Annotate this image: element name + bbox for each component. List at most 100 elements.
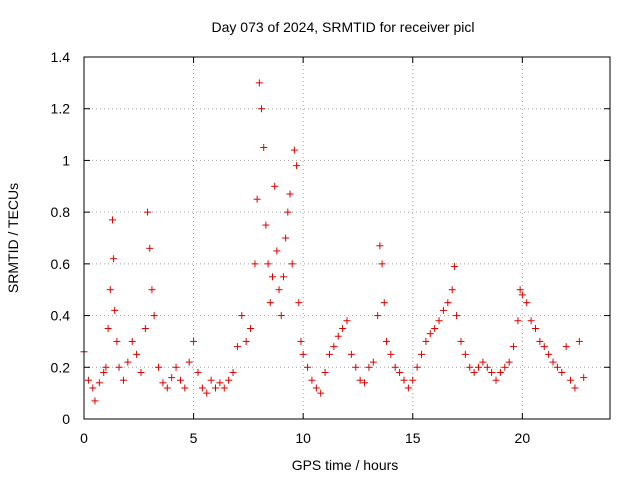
data-point (295, 299, 303, 307)
data-point (334, 332, 342, 340)
data-point (207, 376, 215, 384)
data-point (115, 363, 123, 371)
data-point (253, 195, 261, 203)
data-point (279, 273, 287, 281)
data-point (282, 234, 290, 242)
data-point (229, 368, 237, 376)
data-point (220, 384, 228, 392)
y-tick-label: 0.6 (51, 256, 71, 272)
data-point (95, 379, 103, 387)
data-point (343, 317, 351, 325)
data-point (549, 358, 557, 366)
data-point (172, 363, 180, 371)
data-point (553, 363, 561, 371)
data-point (290, 146, 298, 154)
data-point (84, 376, 92, 384)
data-point (181, 384, 189, 392)
data-point (299, 350, 307, 358)
data-point (523, 299, 531, 307)
data-point (536, 337, 544, 345)
data-point (453, 312, 461, 320)
data-point (113, 337, 121, 345)
y-tick-label: 0.4 (51, 308, 71, 324)
data-point (365, 363, 373, 371)
data-point (356, 376, 364, 384)
data-point (400, 376, 408, 384)
data-point (268, 273, 276, 281)
data-point (540, 343, 548, 351)
data-point (273, 247, 281, 255)
data-point (325, 350, 333, 358)
data-point (144, 208, 152, 216)
data-point (146, 244, 154, 252)
x-tick-label: 10 (295, 430, 311, 446)
data-point (330, 343, 338, 351)
data-point (155, 363, 163, 371)
data-point (308, 376, 316, 384)
data-point (457, 337, 465, 345)
data-point (382, 337, 390, 345)
chart-title: Day 073 of 2024, SRMTID for receiver pic… (212, 19, 475, 35)
data-point (251, 260, 259, 268)
data-point (225, 376, 233, 384)
data-point (488, 368, 496, 376)
data-point (431, 325, 439, 332)
plot-border (83, 56, 611, 420)
y-axis-label: SRMTID / TECUs (5, 183, 21, 293)
data-point (409, 376, 417, 384)
data-point (242, 337, 250, 345)
data-point (176, 376, 184, 384)
x-tick-label: 0 (80, 430, 88, 446)
data-point (387, 350, 395, 358)
data-point (505, 358, 513, 366)
data-point (369, 358, 377, 366)
data-point (339, 325, 347, 332)
data-point (317, 389, 325, 397)
x-tick-label: 5 (190, 430, 198, 446)
data-point (312, 384, 320, 392)
x-axis-label: GPS time / hours (292, 457, 399, 473)
data-point (475, 363, 482, 371)
data-point (514, 317, 522, 325)
data-point (492, 376, 500, 384)
data-point (258, 105, 266, 113)
data-point (203, 389, 211, 397)
data-point (264, 260, 272, 268)
y-tick-label: 0.8 (51, 204, 71, 220)
data-point (111, 306, 119, 314)
data-point (141, 325, 149, 332)
data-point (89, 384, 97, 392)
data-point (185, 358, 193, 366)
data-point (558, 368, 566, 376)
data-point (297, 337, 305, 345)
data-point (321, 368, 329, 376)
y-tick-label: 1.4 (51, 49, 71, 65)
x-tick-label: 20 (515, 430, 531, 446)
data-point (444, 299, 452, 307)
data-point (376, 242, 384, 250)
data-point (288, 260, 296, 268)
data-point (247, 325, 255, 332)
data-point (518, 291, 526, 299)
data-point (413, 363, 421, 371)
data-point (212, 384, 219, 392)
data-point (418, 350, 426, 358)
data-point (168, 374, 176, 382)
y-tick-label: 0.2 (51, 359, 71, 375)
data-point (286, 190, 294, 198)
data-point (516, 286, 524, 294)
data-point (450, 262, 458, 270)
data-point (216, 379, 224, 387)
data-point (233, 343, 241, 351)
data-point (262, 221, 270, 229)
data-point (266, 299, 274, 307)
y-tick-label: 0 (62, 411, 70, 427)
data-point (562, 343, 570, 351)
x-tick-label: 15 (405, 430, 421, 446)
data-point (545, 350, 553, 358)
data-point (190, 337, 198, 345)
data-point (284, 208, 292, 216)
data-point (271, 182, 279, 190)
data-point (396, 368, 404, 376)
